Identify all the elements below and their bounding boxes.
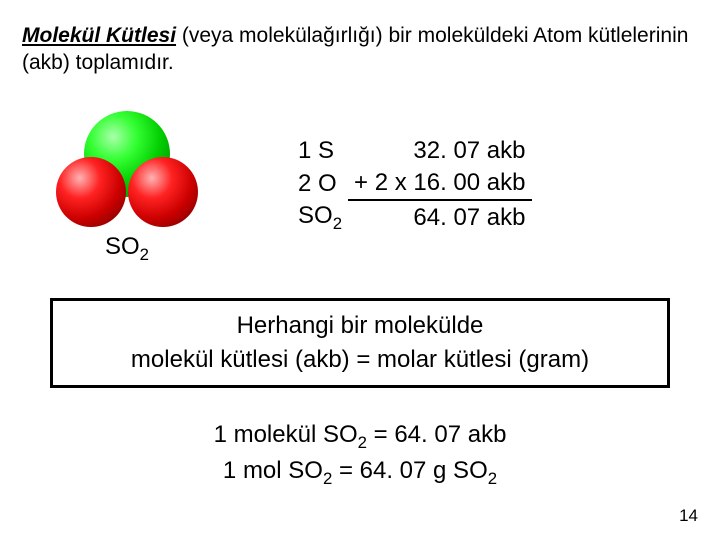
eq2-sub1: 2 xyxy=(323,469,332,488)
molecule-label: SO2 xyxy=(22,233,232,265)
molecule-subscript: 2 xyxy=(140,244,149,263)
box-line-1: Herhangi bir molekülde xyxy=(67,309,653,343)
calc-result-value: 64. 07 akb xyxy=(348,200,531,236)
result-subscript: 2 xyxy=(333,214,342,233)
eq2-pre: 1 mol SO xyxy=(223,457,323,484)
calc-value: + 2 x 16. 00 akb xyxy=(348,167,531,200)
eq1-post: = 64. 07 akb xyxy=(367,421,506,448)
oxygen-atom-sphere-right xyxy=(128,157,198,227)
molecule-column: SO2 xyxy=(22,107,232,265)
molecule-formula: SO xyxy=(105,233,140,260)
page-number: 14 xyxy=(679,506,698,526)
box-line-2: molekül kütlesi (akb) = molar kütlesi (g… xyxy=(67,343,653,377)
equation-line-1: 1 molekül SO2 = 64. 07 akb xyxy=(22,418,698,454)
equation-line-2: 1 mol SO2 = 64. 07 g SO2 xyxy=(22,454,698,490)
calc-result-label: SO2 xyxy=(292,200,348,236)
table-row: 1 S 32. 07 akb xyxy=(292,135,532,167)
definition-term: Molekül Kütlesi xyxy=(22,24,176,47)
oxygen-atom-sphere-left xyxy=(56,157,126,227)
calc-label: 1 S xyxy=(292,135,348,167)
calc-label: 2 O xyxy=(292,167,348,200)
result-formula: SO xyxy=(298,202,333,229)
mass-calculation-table: 1 S 32. 07 akb 2 O + 2 x 16. 00 akb SO2 … xyxy=(292,135,532,236)
table-row: 2 O + 2 x 16. 00 akb xyxy=(292,167,532,200)
eq2-sub2: 2 xyxy=(488,469,497,488)
definition-paragraph: Molekül Kütlesi (veya molekülağırlığı) b… xyxy=(22,22,698,77)
eq1-pre: 1 molekül SO xyxy=(214,421,358,448)
calc-value: 32. 07 akb xyxy=(348,135,531,167)
table-row-result: SO2 64. 07 akb xyxy=(292,200,532,236)
equations-block: 1 molekül SO2 = 64. 07 akb 1 mol SO2 = 6… xyxy=(22,418,698,491)
calculation-column: 1 S 32. 07 akb 2 O + 2 x 16. 00 akb SO2 … xyxy=(232,135,698,236)
eq1-sub: 2 xyxy=(358,432,367,451)
molecule-image xyxy=(52,107,202,227)
eq2-mid: = 64. 07 g SO xyxy=(332,457,487,484)
content-row: SO2 1 S 32. 07 akb 2 O + 2 x 16. 00 akb … xyxy=(22,107,698,265)
highlight-box: Herhangi bir molekülde molekül kütlesi (… xyxy=(50,298,670,387)
